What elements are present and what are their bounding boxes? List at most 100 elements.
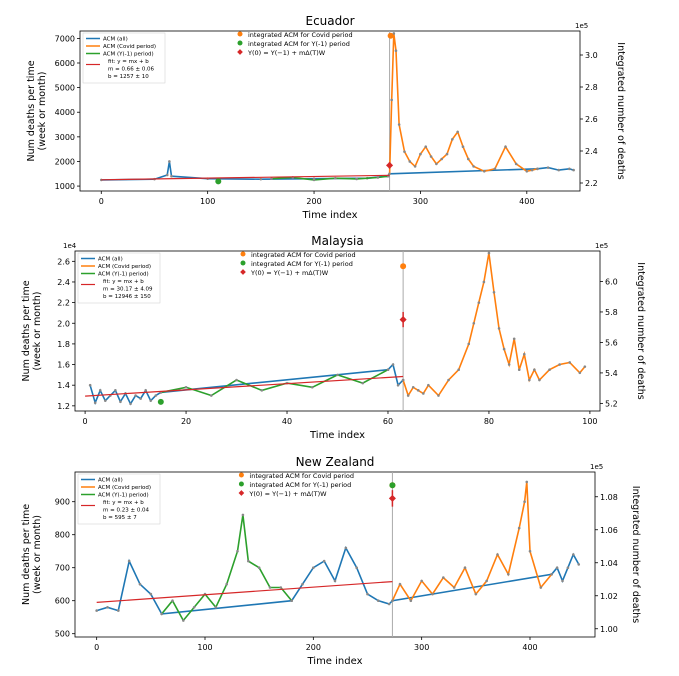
data-point (257, 566, 261, 569)
data-point (388, 172, 391, 176)
data-point (557, 168, 561, 172)
data-point (361, 381, 365, 385)
legend-fit-param: m = 0.23 ± 0.04 (103, 508, 150, 514)
legend-fit-param: b = 12946 ± 150 (103, 294, 151, 300)
data-point (539, 586, 543, 589)
data-point (456, 130, 459, 134)
y-axis-label: Num deaths per time(week or month) (26, 60, 48, 161)
data-point (236, 549, 239, 553)
y2-multiplier: 1e5 (575, 22, 588, 30)
plot-frame (79, 30, 581, 192)
y-tick-label: 1.4 (57, 381, 70, 390)
legend-item: ACM (all) (98, 478, 123, 484)
y-tick-label: 2000 (55, 157, 75, 166)
chart-title: Malaysia (311, 234, 363, 248)
data-point (440, 157, 444, 161)
y-tick-label: 2.0 (57, 319, 70, 328)
data-point (391, 363, 395, 366)
data-point (420, 579, 423, 583)
y-tick-label: 600 (55, 597, 70, 606)
legend-marker (238, 472, 244, 478)
y2-tick-label: 6.0 (605, 277, 618, 286)
data-point (533, 368, 536, 372)
data-point (336, 373, 339, 377)
data-point (467, 342, 471, 346)
legend-marker (237, 31, 243, 37)
y-axis-label-line: (week or month) (37, 72, 48, 151)
x-tick-label: 300 (414, 643, 429, 652)
y2-tick-label: 2.8 (585, 83, 598, 92)
data-point (578, 371, 582, 375)
legend-marker (240, 260, 246, 266)
y-axis-label-line: Num deaths per time (21, 280, 32, 381)
data-point (427, 383, 430, 387)
x-tick-label: 200 (306, 643, 321, 652)
data-point (409, 599, 413, 602)
y0-marker (399, 316, 407, 324)
y-tick-label: 1.2 (57, 402, 70, 411)
data-point (445, 152, 449, 156)
y2-tick-label: 1.00 (600, 625, 618, 634)
data-point (192, 606, 196, 609)
data-point (496, 553, 499, 556)
legend-left: ACM (all)ACM (Covid period) ACM (Y(-1) pe… (77, 473, 161, 525)
data-point (497, 327, 501, 330)
data-point (403, 150, 406, 153)
legend-center-item: integrated ACM for Y(-1) period (248, 40, 350, 48)
legend-left-box (77, 252, 161, 304)
data-point (377, 599, 380, 602)
y2-tick-label: 5.8 (605, 308, 618, 317)
y2-multiplier: 1e5 (595, 242, 608, 250)
data-point (103, 399, 107, 402)
data-point (548, 368, 551, 372)
data-point (396, 383, 400, 387)
series-line-1 (388, 33, 538, 174)
data-point (209, 394, 213, 397)
data-point (413, 165, 417, 168)
legend-item: ACM (Covid period) (103, 44, 156, 50)
y-tick-label: 1.6 (57, 361, 70, 370)
y-tick-label: 2.6 (57, 257, 70, 266)
chart-panel-1: Ecuador 0 100 200 300 400 1000 2000 3000 4000 5000… (26, 14, 626, 221)
x-tick-label: 300 (413, 197, 428, 206)
data-point (487, 251, 491, 255)
y-tick-label: 6000 (55, 59, 75, 68)
legend-marker (237, 40, 243, 46)
data-point (235, 378, 238, 382)
y2-tick-label: 1.04 (600, 559, 618, 568)
data-point (88, 383, 92, 387)
data-point (528, 378, 531, 382)
data-point (435, 162, 438, 166)
legend-item: ACM (all) (98, 257, 123, 263)
data-point (477, 301, 481, 304)
data-point (583, 365, 587, 368)
data-point (260, 389, 264, 392)
data-point (485, 579, 488, 583)
data-point (322, 559, 326, 563)
series-line-3 (101, 174, 390, 181)
legend-fit-text: fit: y = mx + b (103, 279, 144, 285)
legend-center: integrated ACM for Covid periodintegrate… (240, 251, 356, 277)
legend-center-item: integrated ACM for Covid period (249, 472, 354, 480)
data-point (106, 606, 109, 609)
data-point (241, 513, 245, 517)
plot-frame (74, 250, 601, 412)
data-point (474, 592, 478, 596)
data-point (171, 599, 174, 602)
x-tick-label: 400 (519, 197, 534, 206)
chart-panel-2: Malaysia 0 20 40 60 80 100 1.2 1.4 1.6 1.8 2.0 2.2 2.… (21, 234, 646, 441)
y2-tick-label: 2.4 (585, 147, 598, 156)
yminus1-integrated-marker (389, 482, 396, 489)
data-point (138, 582, 142, 586)
data-point (424, 145, 428, 148)
series-line-0 (96, 545, 580, 615)
legend-fit-param: m = 30.17 ± 4.09 (103, 287, 153, 293)
series-line-2 (161, 514, 293, 622)
y-tick-label: 500 (55, 630, 70, 639)
legend-item: ACM (Y(-1) period) (98, 493, 149, 499)
data-point (392, 32, 396, 35)
data-point (98, 389, 102, 392)
data-point (134, 394, 137, 397)
y-tick-label: 5000 (55, 84, 75, 93)
